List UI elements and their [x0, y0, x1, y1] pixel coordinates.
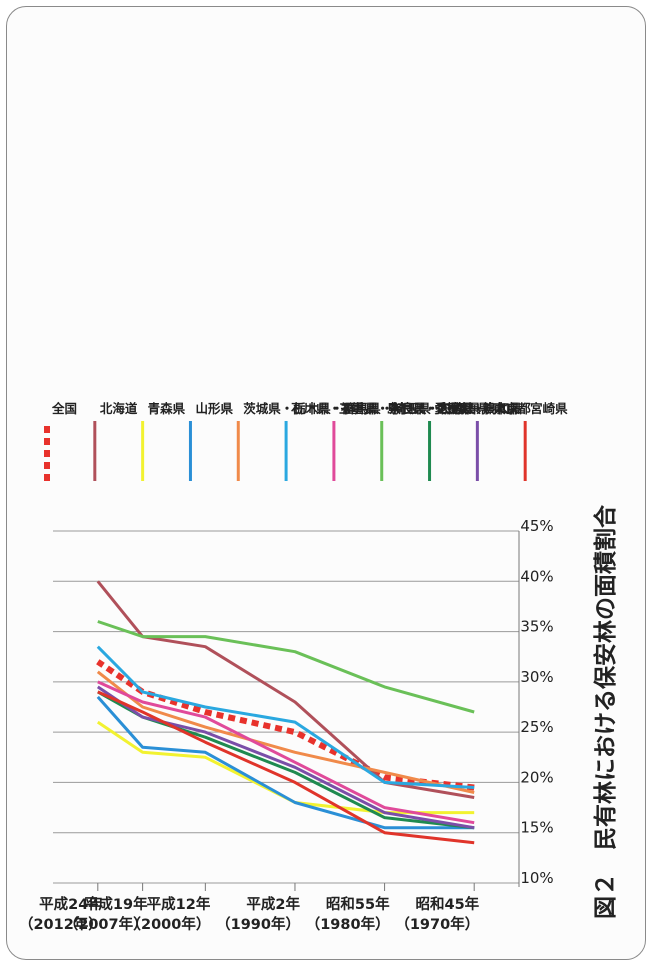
series-line	[96, 659, 475, 791]
series-line	[96, 580, 475, 799]
x-tick-label-year: （2000年）	[126, 915, 210, 933]
y-tick-label: 10%	[520, 869, 553, 887]
legend-label: 山形県	[195, 401, 233, 416]
legend-label: 茨城県・栃木県・群馬県・埼玉県・千葉県・東京都	[243, 401, 531, 416]
line-chart: 10% 15% 20% 25% 30% 35% 40% 45% 昭和45年 （1970年） 昭和5…	[19, 401, 619, 933]
legend-label: 熊本県	[482, 401, 520, 416]
legend-label: 石川県・福井県	[290, 401, 379, 416]
x-tick-label: 平成24年	[39, 895, 103, 913]
series-line	[96, 720, 475, 815]
series-line	[96, 695, 475, 830]
x-tick-label-year: （1990年）	[216, 915, 300, 933]
x-tick-label-year: （1980年）	[306, 915, 390, 933]
x-tick-label: 昭和55年	[326, 895, 390, 913]
legend-label: 三重県・奈良県・和歌山県	[339, 401, 490, 416]
legend: 全国 北海道 青森県 山形県 茨城県・栃木県・群馬県・埼玉県・千葉県・東京都石川県・福井…	[44, 401, 568, 481]
legend-label: 島根県・広島県	[387, 401, 475, 416]
series-line	[97, 690, 475, 845]
series-line	[96, 645, 475, 789]
y-tick-label: 40%	[520, 567, 553, 585]
y-tick-label: 35%	[520, 618, 553, 636]
x-tick-label: 平成12年	[147, 895, 211, 913]
chart-frame: 10% 15% 20% 25% 30% 35% 40% 45% 昭和45年 （1970年） 昭和5…	[6, 6, 646, 960]
y-tick-label: 30%	[520, 668, 553, 686]
x-tick-label: 平成19年	[84, 895, 148, 913]
legend-label: 青森県	[148, 401, 186, 416]
legend-label: 北海道	[100, 401, 138, 416]
legend-label: 愛媛県・高知県	[435, 401, 523, 416]
y-tick-label: 20%	[520, 768, 553, 786]
y-tick-label: 25%	[520, 718, 553, 736]
y-axis-ticks: 10% 15% 20% 25% 30% 35% 40% 45%	[520, 517, 553, 887]
legend-label: 全国	[51, 401, 77, 416]
legend-label: 宮崎県	[530, 401, 568, 416]
series-line	[96, 685, 475, 830]
x-tick-label-year: （1970年）	[395, 915, 479, 933]
series-line	[97, 620, 475, 714]
x-axis-ticks: 昭和45年 （1970年） 昭和55年 （1980年） 平成2年 （1990年） 平成12年…	[19, 883, 480, 933]
y-tick-label: 45%	[520, 517, 553, 535]
chart-title: 図２ 民有林における保安林の面積割合	[592, 504, 619, 919]
series-lines	[96, 580, 475, 845]
x-tick-label: 昭和45年	[416, 895, 480, 913]
y-tick-label: 15%	[520, 819, 553, 837]
x-tick-label-year: （2012年）	[19, 915, 103, 933]
x-tick-label-year: （2007年）	[64, 915, 148, 933]
series-line	[97, 680, 475, 825]
grid-lines	[53, 530, 520, 887]
x-tick-label: 平成2年	[246, 895, 300, 913]
